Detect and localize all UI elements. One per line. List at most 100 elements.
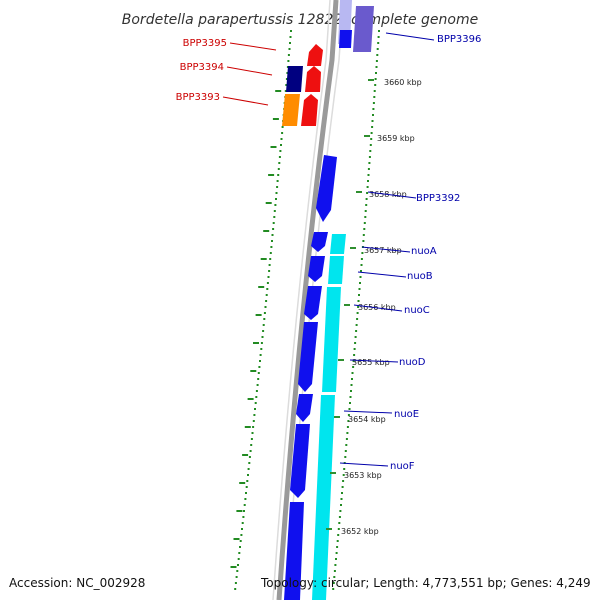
rna-block-3[interactable] [322,287,341,392]
ring-dash [272,118,279,120]
ring-dot-outer-left [279,150,282,152]
ring-dot-outer-right [362,240,365,242]
ring-dot-outer-left [267,276,270,278]
gene-block-navy[interactable] [286,66,303,92]
ring-dot-outer-right [353,354,356,356]
ring-dot-outer-left [257,378,260,380]
gene-block-bpp3392[interactable] [316,155,337,222]
ring-dot-outer-left [273,216,276,218]
ring-dot-outer-left [266,288,269,290]
ring-dot-outer-right [370,132,373,134]
gene-block-nuof[interactable] [290,424,310,498]
gene-label-bpp3396[interactable]: BPP3396 [437,34,481,45]
rna-block-4[interactable] [312,395,335,600]
ring-dot-outer-left [252,420,255,422]
ring-dot-outer-left [280,138,283,140]
ring-dot-outer-right [337,534,340,536]
ring-dot-outer-right [359,282,361,284]
ring-dot-outer-left [278,162,281,164]
ring-dot-outer-right [377,42,380,44]
ring-dot-outer-left [263,312,266,314]
ring-dot-outer-right [334,564,337,566]
ring-dot-outer-right [349,402,351,404]
ring-dot-outer-right [333,576,336,578]
gene-features [282,0,374,600]
ring-dot-outer-right [363,222,366,224]
gene-label-nuoc[interactable]: nuoC [404,305,430,316]
gene-block-bpp3395[interactable] [307,44,323,66]
gene-block-nuod[interactable] [298,322,318,392]
ring-dot-outer-right [355,330,358,332]
ring-dot-outer-left [289,36,292,38]
kbp-label-3657: 3657 kbp [364,246,402,255]
ring-dot-outer-left [278,156,281,158]
ring-dot-outer-left [284,90,287,92]
gene-block-orange[interactable] [282,94,300,126]
ring-dot-outer-left [270,246,273,248]
gene-block-bpp3393[interactable] [301,94,318,126]
ring-dot-outer-left [256,384,259,386]
ring-dot-outer-right [365,198,368,200]
ring-dot-outer-left [276,180,279,182]
gene-label-bpp3395[interactable]: BPP3395 [183,38,227,49]
ring-dot-outer-left [246,480,249,482]
ring-dot-outer-left [250,444,253,446]
ring-dot-outer-right [377,36,380,38]
ring-dot-outer-right [352,366,355,368]
ring-dot-outer-right [376,54,379,56]
ring-dot-outer-right [372,114,374,116]
ring-dot-outer-left [276,186,279,188]
gene-block-bpp3396[interactable] [353,6,374,52]
ring-dot-outer-right [375,72,377,74]
ring-dot-outer-left [244,498,247,500]
reverse-gene-labels: BPP3395 BPP3394 BPP3393 [176,38,277,106]
gene-label-nuod[interactable]: nuoD [399,357,426,368]
gene-label-bpp3393[interactable]: BPP3393 [176,92,220,103]
ring-dash [253,342,259,344]
ring-dash [236,510,243,512]
ring-dot-outer-left [266,282,269,284]
rna-block-1[interactable] [330,234,346,254]
gene-label-nuoa[interactable]: nuoA [411,246,437,257]
ring-dot-outer-right [346,432,349,434]
ring-dot-outer-right [359,276,362,278]
rna-block-2[interactable] [328,256,344,284]
ring-dot-outer-right [340,498,343,500]
gene-label-nuob[interactable]: nuoB [407,271,433,282]
ring-dot-outer-right [375,60,378,62]
ring-dot-outer-left [285,84,288,86]
ring-dot-outer-right [372,108,375,110]
ring-dot-outer-right [342,480,345,482]
ring-dot-outer-left [272,228,275,230]
gene-block-bpp3394[interactable] [305,66,321,92]
ring-dot-outer-right [348,408,351,410]
ring-dot-outer-right [378,30,380,32]
ring-dash [258,286,265,288]
gene-block-nuoe[interactable] [296,394,313,422]
gene-label-bpp3394[interactable]: BPP3394 [180,62,224,73]
ring-dot-outer-left [262,324,265,326]
ring-dot-outer-left [274,204,277,206]
gene-block-lower[interactable] [284,502,304,600]
ring-dot-outer-right [373,90,376,92]
ring-dot-outer-right [350,384,353,386]
gene-label-nuof[interactable]: nuoF [390,461,415,472]
gene-block-nuoa[interactable] [311,232,328,252]
gene-label-nuoe[interactable]: nuoE [394,409,419,420]
ring-dot-outer-left [287,60,290,62]
gene-label-bpp3392[interactable]: BPP3392 [416,193,460,204]
accession-text: Accession: NC_002928 [9,576,146,590]
ring-dot-outer-right [333,570,336,572]
ring-dot-outer-right [332,588,335,590]
ring-dot-outer-left [260,342,263,344]
ring-dash [263,230,270,232]
gene-block-nuoc[interactable] [304,286,322,320]
kbp-label-3652: 3652 kbp [341,527,379,536]
ring-dot-outer-left [236,570,239,572]
gene-block-top-blue[interactable] [339,30,352,48]
ring-dash [275,90,282,92]
ring-dot-outer-left [290,30,292,32]
ring-dot-outer-left [269,252,272,254]
ring-dot-outer-right [355,324,358,326]
gene-block-nuob[interactable] [308,256,325,282]
